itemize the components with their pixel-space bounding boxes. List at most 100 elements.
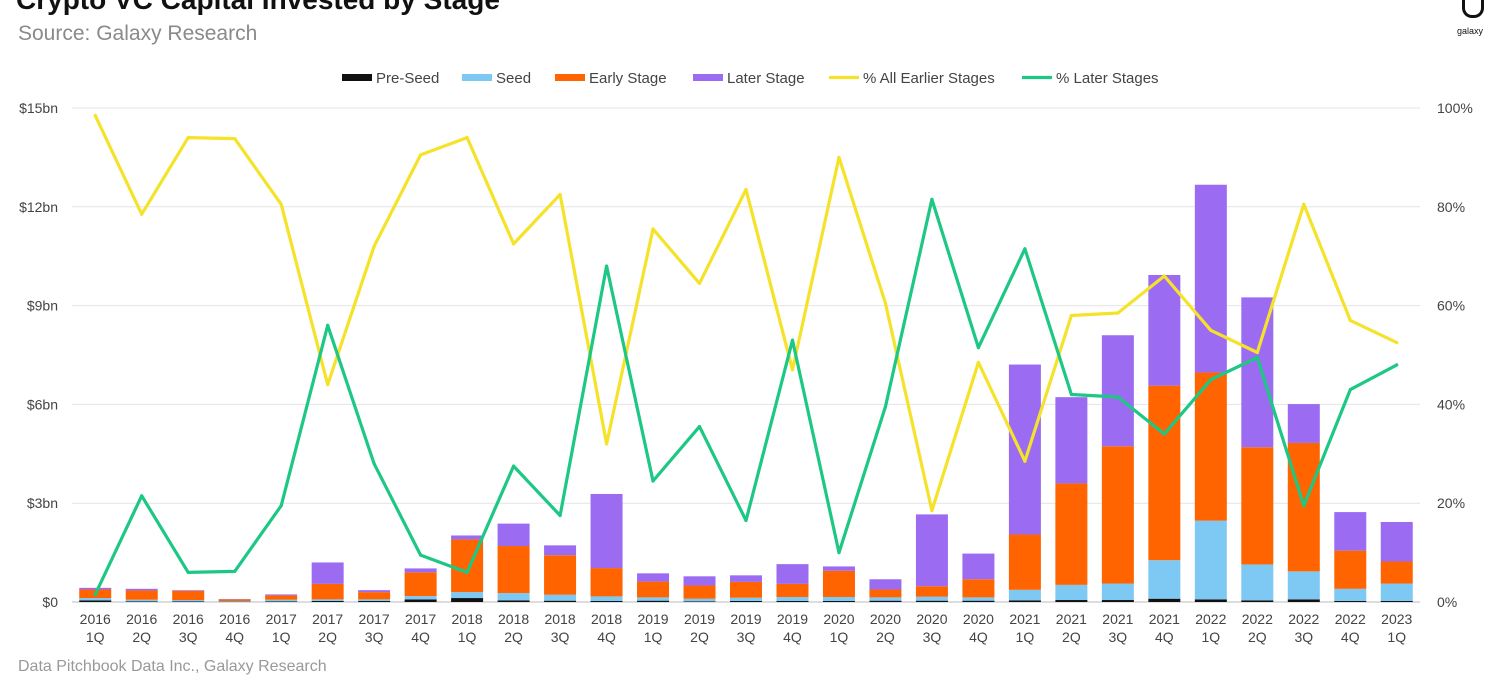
line-point bbox=[744, 188, 747, 191]
bar-segment bbox=[358, 601, 390, 602]
bar-segment bbox=[1334, 601, 1366, 602]
bar-segment bbox=[637, 597, 669, 600]
line-point bbox=[1023, 460, 1026, 463]
bar-segment bbox=[962, 601, 994, 602]
legend-label: Pre-Seed bbox=[376, 70, 439, 87]
bar-segment bbox=[1381, 601, 1413, 602]
bar-segment bbox=[544, 545, 576, 555]
bar-segment bbox=[1055, 483, 1087, 584]
line-point bbox=[1209, 378, 1212, 381]
y-axis-left: $0$3bn$6bn$9bn$12bn$15bn bbox=[19, 100, 58, 610]
bar-segment bbox=[1288, 599, 1320, 602]
bar-segment bbox=[730, 601, 762, 602]
line-point bbox=[558, 193, 561, 196]
bar-segment bbox=[776, 584, 808, 597]
bar-segment bbox=[916, 514, 948, 586]
line-point bbox=[1256, 356, 1259, 359]
line-point bbox=[512, 242, 515, 245]
line-point bbox=[744, 519, 747, 522]
bar-segment bbox=[126, 601, 158, 602]
bar-segment bbox=[172, 601, 204, 602]
bar-segment bbox=[1102, 600, 1134, 602]
line-point bbox=[884, 302, 887, 305]
bar-segment bbox=[962, 554, 994, 580]
bar-segment bbox=[172, 591, 204, 600]
bar-segment bbox=[1334, 512, 1366, 551]
bar-segment bbox=[498, 600, 530, 602]
line-point bbox=[1163, 432, 1166, 435]
bar-segment bbox=[405, 599, 437, 602]
line-point bbox=[837, 156, 840, 159]
bar-segment bbox=[637, 601, 669, 602]
bar-segment bbox=[1241, 564, 1273, 600]
line-point bbox=[1163, 274, 1166, 277]
bar-segment bbox=[405, 596, 437, 599]
line-point bbox=[140, 213, 143, 216]
bar-segment bbox=[312, 562, 344, 583]
bar-segment bbox=[451, 535, 483, 539]
line-point bbox=[94, 114, 97, 117]
bar-segment bbox=[1148, 560, 1180, 599]
bar-segment bbox=[1055, 600, 1087, 602]
line-point bbox=[187, 571, 190, 574]
bar-segment bbox=[451, 598, 483, 602]
bar-segment bbox=[730, 598, 762, 601]
bar-segment bbox=[405, 568, 437, 572]
bar-segment bbox=[869, 597, 901, 600]
bar-segment bbox=[1334, 589, 1366, 601]
bar-segment bbox=[823, 597, 855, 601]
bar-segment bbox=[405, 572, 437, 596]
bar-segment bbox=[1009, 534, 1041, 589]
line-point bbox=[651, 227, 654, 230]
bar-segment bbox=[591, 568, 623, 596]
y-right-tick-label: 40% bbox=[1437, 396, 1465, 412]
bar-segment bbox=[358, 590, 390, 592]
bar-segment bbox=[684, 601, 716, 602]
bar-segment bbox=[637, 582, 669, 598]
bar-segment bbox=[776, 564, 808, 584]
line-point bbox=[651, 479, 654, 482]
line-point bbox=[1070, 314, 1073, 317]
line-point bbox=[280, 203, 283, 206]
bar-segment bbox=[1288, 571, 1320, 599]
legend-swatch bbox=[555, 74, 585, 81]
legend-label: Later Stage bbox=[727, 70, 805, 87]
line-point bbox=[1070, 393, 1073, 396]
line-point bbox=[884, 405, 887, 408]
bar-segment bbox=[498, 524, 530, 546]
bar-segment bbox=[358, 592, 390, 599]
bar-segment bbox=[730, 575, 762, 582]
bar-segment bbox=[1009, 590, 1041, 601]
line-point bbox=[1209, 329, 1212, 332]
line-point bbox=[977, 346, 980, 349]
footer-source: Data Pitchbook Data Inc., Galaxy Researc… bbox=[18, 658, 327, 676]
y-left-tick-label: $12bn bbox=[19, 199, 58, 215]
bar-segment bbox=[1148, 599, 1180, 602]
bar-segment bbox=[776, 597, 808, 601]
bar-segment bbox=[1148, 386, 1180, 561]
bar-segment bbox=[1055, 397, 1087, 483]
bar-segment bbox=[219, 601, 251, 602]
legend-label: Early Stage bbox=[589, 70, 667, 87]
y-left-tick-label: $3bn bbox=[27, 495, 58, 511]
bar-segment bbox=[916, 601, 948, 602]
legend-label: % All Earlier Stages bbox=[863, 70, 995, 87]
bar-segment bbox=[498, 546, 530, 593]
